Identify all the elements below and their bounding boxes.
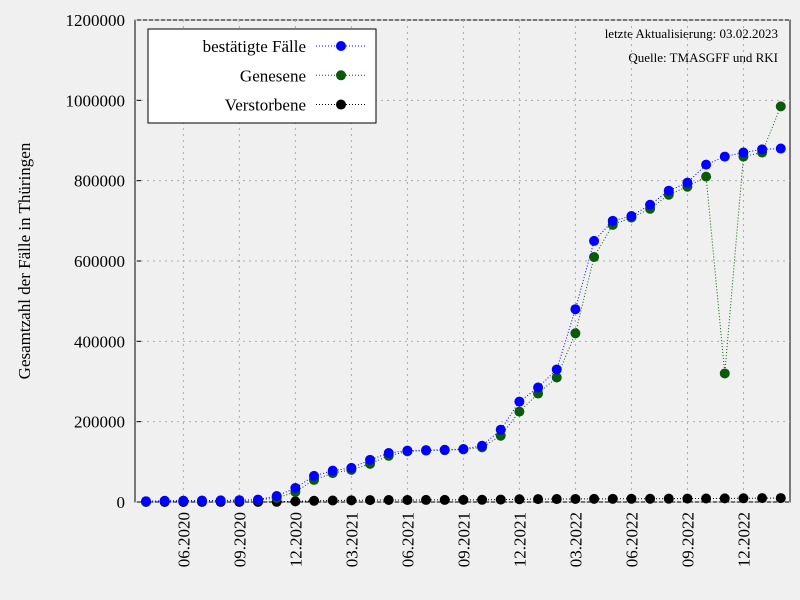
data-point <box>141 496 151 507</box>
data-point <box>477 440 488 451</box>
data-point <box>477 494 488 505</box>
y-tick-label: 1000000 <box>66 91 126 110</box>
data-point <box>514 406 525 417</box>
data-point <box>551 494 562 505</box>
data-point <box>551 372 562 383</box>
data-point <box>701 171 712 182</box>
y-tick-label: 800000 <box>74 172 125 191</box>
data-point <box>178 495 189 506</box>
x-tick-label: 06.2020 <box>174 512 193 567</box>
series-line <box>145 497 781 503</box>
data-point <box>663 493 674 504</box>
data-point <box>701 493 712 504</box>
y-tick-label: 1200000 <box>66 11 126 30</box>
data-point <box>327 465 338 476</box>
data-point <box>645 493 656 504</box>
data-point <box>159 495 170 506</box>
data-point <box>775 143 786 154</box>
data-point <box>253 494 264 505</box>
data-point <box>514 396 525 407</box>
y-tick-label: 0 <box>117 493 126 512</box>
data-point <box>775 101 786 112</box>
data-point <box>197 495 208 506</box>
x-tick-label: 09.2022 <box>678 512 697 567</box>
data-point <box>589 493 600 504</box>
data-point <box>346 462 357 473</box>
data-point <box>365 495 376 506</box>
data-point <box>402 494 413 505</box>
data-point <box>757 144 768 155</box>
data-point <box>346 495 357 506</box>
y-tick-label: 200000 <box>74 413 125 432</box>
data-point <box>738 493 749 504</box>
data-point <box>402 445 413 456</box>
data-point <box>570 328 581 339</box>
x-tick-label: 09.2021 <box>454 512 473 567</box>
data-point <box>589 251 600 262</box>
y-axis-label: Gesamtzahl der Fälle in Thüringen <box>15 142 34 379</box>
data-point <box>589 235 600 246</box>
data-point <box>458 443 469 454</box>
x-tick-label: 12.2022 <box>734 512 753 567</box>
data-point <box>495 494 506 505</box>
data-point <box>570 304 581 315</box>
data-point <box>365 454 376 465</box>
legend-label: Verstorbene <box>225 96 306 115</box>
data-point <box>383 447 394 458</box>
x-tick-label: 12.2020 <box>286 512 305 567</box>
x-tick-label: 06.2022 <box>622 512 641 567</box>
data-point <box>626 493 637 504</box>
data-point <box>663 185 674 196</box>
data-point <box>290 496 301 507</box>
annotation: letzte Aktualisierung: 03.02.2023 <box>605 26 778 41</box>
data-point <box>701 159 712 170</box>
data-point <box>439 444 450 455</box>
data-point <box>309 495 320 506</box>
legend-marker <box>336 41 346 51</box>
data-point <box>458 494 469 505</box>
data-point <box>626 211 637 222</box>
data-point <box>234 495 245 506</box>
legend-label: bestätigte Fälle <box>203 37 306 56</box>
legend-marker <box>336 99 346 110</box>
legend-marker <box>336 70 346 81</box>
x-tick-label: 12.2021 <box>510 512 529 567</box>
data-point <box>775 493 786 504</box>
data-point <box>533 382 544 393</box>
data-point <box>421 494 432 505</box>
data-point <box>682 493 693 504</box>
data-point <box>439 494 450 505</box>
data-point <box>514 494 525 505</box>
data-point <box>383 494 394 505</box>
data-point <box>290 482 301 493</box>
data-point <box>738 147 749 158</box>
x-tick-label: 03.2021 <box>342 512 361 567</box>
data-point <box>533 494 544 505</box>
x-tick-label: 09.2020 <box>230 512 249 567</box>
legend-label: Genesene <box>240 66 306 85</box>
data-point <box>570 493 581 504</box>
y-tick-label: 600000 <box>74 252 125 271</box>
series-line <box>145 148 781 502</box>
data-point <box>607 215 618 226</box>
x-tick-label: 06.2021 <box>398 512 417 567</box>
data-point <box>327 495 338 506</box>
annotation: Quelle: TMASGFF und RKI <box>628 50 778 65</box>
data-point <box>719 151 730 162</box>
data-point <box>551 364 562 375</box>
data-point <box>421 445 432 456</box>
data-point <box>645 199 656 210</box>
data-point <box>719 493 730 504</box>
data-point <box>495 424 506 435</box>
data-point <box>271 490 282 501</box>
data-point <box>607 493 618 504</box>
x-tick-label: 03.2022 <box>566 512 585 567</box>
data-point <box>719 368 730 379</box>
data-point <box>309 470 320 481</box>
data-point <box>215 495 226 506</box>
y-tick-label: 400000 <box>74 332 125 351</box>
data-point <box>757 493 768 504</box>
data-point <box>682 177 693 188</box>
